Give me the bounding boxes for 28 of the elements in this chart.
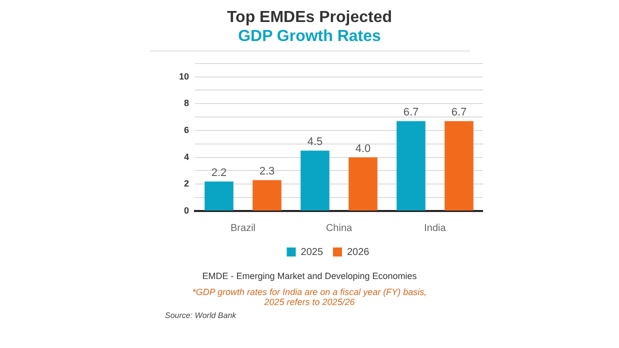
y-tick-label: 6 [184,124,190,135]
text: EMDE - Emerging Market and Developing Economies [201,271,418,281]
bar [396,121,426,210]
data-label: 6.7 [451,106,467,119]
chart-subtitle: GDP Growth Rates [237,27,382,46]
data-label: 6.7 [403,106,419,119]
bar [252,180,282,210]
source-note: Source: World Bank [165,311,238,320]
x-tick-label: India [424,222,446,234]
x-tick-label: Brazil [230,222,256,234]
y-tick-label: 8 [184,98,190,108]
legend-label: 2026 [347,246,370,258]
data-label: 4.5 [307,136,323,148]
bar [204,181,234,210]
y-tick-label: 4 [184,152,190,162]
chart-title: Top EMDEs Projected [226,8,394,27]
text: *GDP growth rates for India are on a fiscal year (FY) basis, 2025 refers to 2025/26 [191,287,428,307]
x-tick-label: China [326,222,352,234]
data-label: 4.0 [355,142,371,155]
bar [444,121,474,210]
bar [348,157,378,210]
legend-label: 2025 [300,246,324,258]
y-tick-label: 0 [184,205,190,216]
data-label: 2.2 [211,167,227,180]
bar [300,150,330,210]
data-label: 2.3 [259,166,275,178]
y-tick-label: 10 [178,71,190,82]
y-tick-label: 2 [184,178,190,189]
